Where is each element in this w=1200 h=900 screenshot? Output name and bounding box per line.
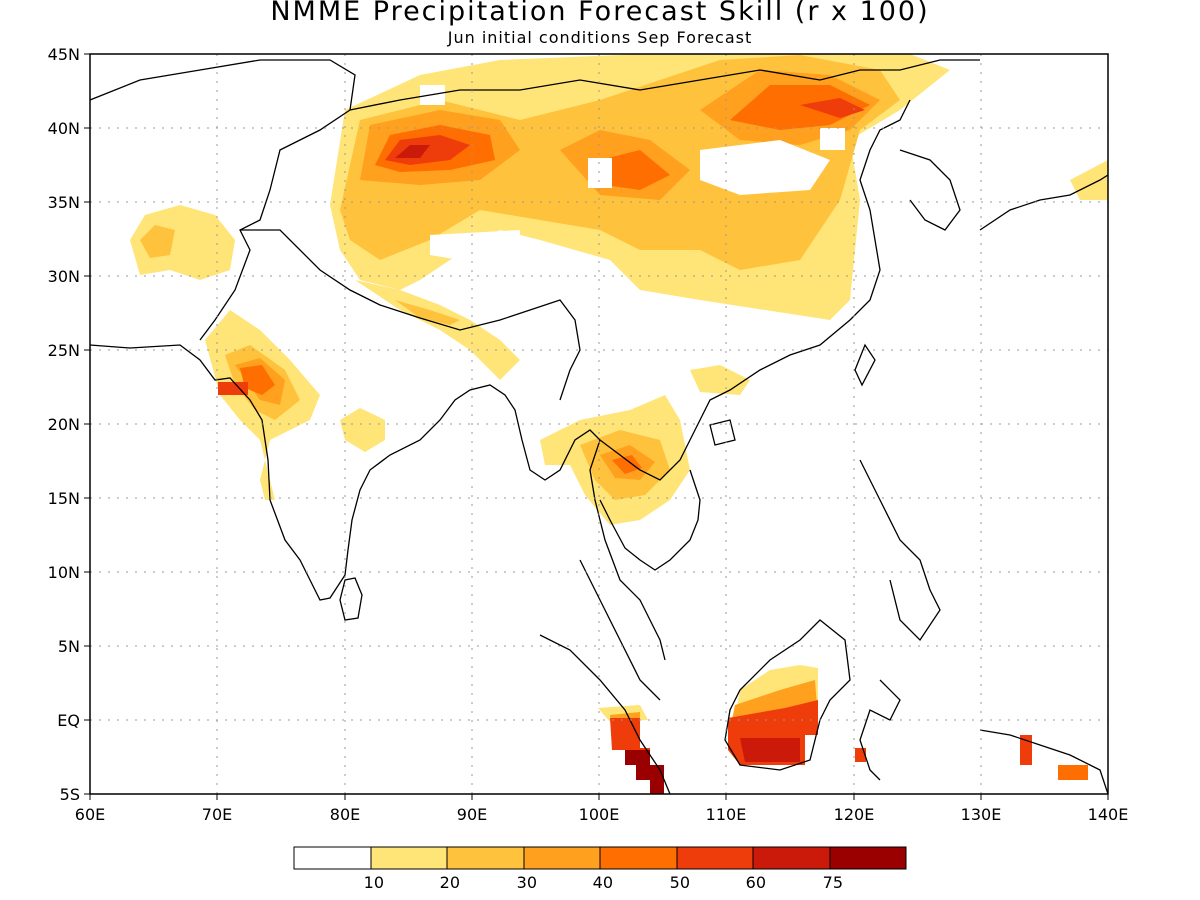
coastline-new-guinea xyxy=(979,729,1108,794)
skill-region-afghanistan-core xyxy=(140,225,175,258)
coastlines xyxy=(90,59,1108,794)
colorbar-swatch xyxy=(752,846,831,870)
x-tick-label: 80E xyxy=(330,805,360,824)
coastline-korea-japan xyxy=(899,149,1108,231)
colorbar: 10 20 30 40 50 60 75 xyxy=(293,846,907,892)
coastline-sulawesi xyxy=(859,679,901,781)
y-tick-label: 20N xyxy=(48,415,80,434)
border-central-asia xyxy=(90,59,356,341)
skill-region-south-china xyxy=(690,365,750,395)
coastline-borneo xyxy=(724,619,851,771)
colorbar-swatch xyxy=(676,846,754,870)
coastline-sumatra xyxy=(539,634,671,794)
skill-region-himalaya-core xyxy=(395,300,460,325)
colorbar-swatch xyxy=(370,846,448,870)
skill-region-north-dark xyxy=(385,98,865,165)
skill-region-west-india-red xyxy=(240,365,275,395)
colorbar-label: 20 xyxy=(440,873,460,892)
map-title: NMME Precipitation Forecast Skill (r x 1… xyxy=(270,0,930,27)
skill-region-himalaya xyxy=(355,280,520,380)
skill-region-borneo-dark xyxy=(740,738,800,762)
skill-region-west-india-dark xyxy=(218,382,248,395)
y-tick-label: 25N xyxy=(48,341,80,360)
colorbar-swatch xyxy=(293,846,372,870)
coastline-philippines xyxy=(859,459,941,642)
skill-region-new-guinea xyxy=(1020,735,1032,765)
gridlines xyxy=(90,54,1108,794)
border-china-mongolia xyxy=(349,59,980,111)
tick-marks xyxy=(84,53,1109,800)
y-tick-label: EQ xyxy=(57,711,80,730)
y-tick-label: 45N xyxy=(48,45,80,64)
x-tick-label: 110E xyxy=(706,805,747,824)
colorbar-swatch xyxy=(599,846,678,870)
skill-region-sumatra-dark xyxy=(625,750,664,794)
colorbar-label: 30 xyxy=(517,873,537,892)
x-tick-label: 120E xyxy=(834,805,875,824)
colorbar-label: 60 xyxy=(746,873,766,892)
colorbar-swatch xyxy=(446,846,525,870)
x-axis-labels: 60E 70E 80E 90E 100E 110E 120E 130E 140E xyxy=(75,805,1129,824)
skill-region-central-india xyxy=(340,408,385,452)
skill-region-north-darkest xyxy=(395,145,430,158)
coastline-south-asia xyxy=(90,344,666,661)
x-tick-label: 60E xyxy=(75,805,105,824)
colorbar-label: 10 xyxy=(364,873,384,892)
colorbar-swatch xyxy=(829,846,907,870)
x-tick-label: 140E xyxy=(1088,805,1129,824)
colorbar-swatch xyxy=(523,846,601,870)
y-tick-label: 5S xyxy=(60,785,80,804)
coastline-vietnam-south xyxy=(599,469,701,571)
skill-region-japan xyxy=(1070,160,1108,200)
coastline-hainan xyxy=(709,419,736,446)
colorbar-label: 50 xyxy=(670,873,690,892)
colorbar-label: 40 xyxy=(593,873,613,892)
x-tick-label: 90E xyxy=(457,805,487,824)
coastline-malay xyxy=(579,559,661,701)
skill-region-new-guinea-east xyxy=(1058,765,1088,780)
y-tick-label: 30N xyxy=(48,267,80,286)
skill-field xyxy=(130,54,1108,794)
y-tick-label: 10N xyxy=(48,563,80,582)
colorbar-label: 75 xyxy=(823,873,843,892)
y-tick-label: 15N xyxy=(48,489,80,508)
skill-region-indochina-red xyxy=(612,455,642,474)
skill-region-afghanistan xyxy=(130,205,235,280)
x-tick-label: 130E xyxy=(961,805,1002,824)
coastline-sri-lanka xyxy=(339,577,363,621)
coastline-indochina xyxy=(599,99,911,481)
map-subtitle: Jun initial conditions Sep Forecast xyxy=(447,28,753,47)
y-tick-label: 5N xyxy=(58,637,80,656)
x-tick-label: 70E xyxy=(202,805,232,824)
y-tick-label: 40N xyxy=(48,119,80,138)
coastline-taiwan xyxy=(854,343,876,387)
skill-gap xyxy=(420,85,845,260)
x-tick-label: 100E xyxy=(579,805,620,824)
border-india-china xyxy=(240,229,581,401)
y-tick-label: 35N xyxy=(48,193,80,212)
y-axis-labels: 45N 40N 35N 30N 25N 20N 15N 10N 5N EQ 5S xyxy=(48,45,80,804)
skill-region-north-red xyxy=(375,85,870,190)
